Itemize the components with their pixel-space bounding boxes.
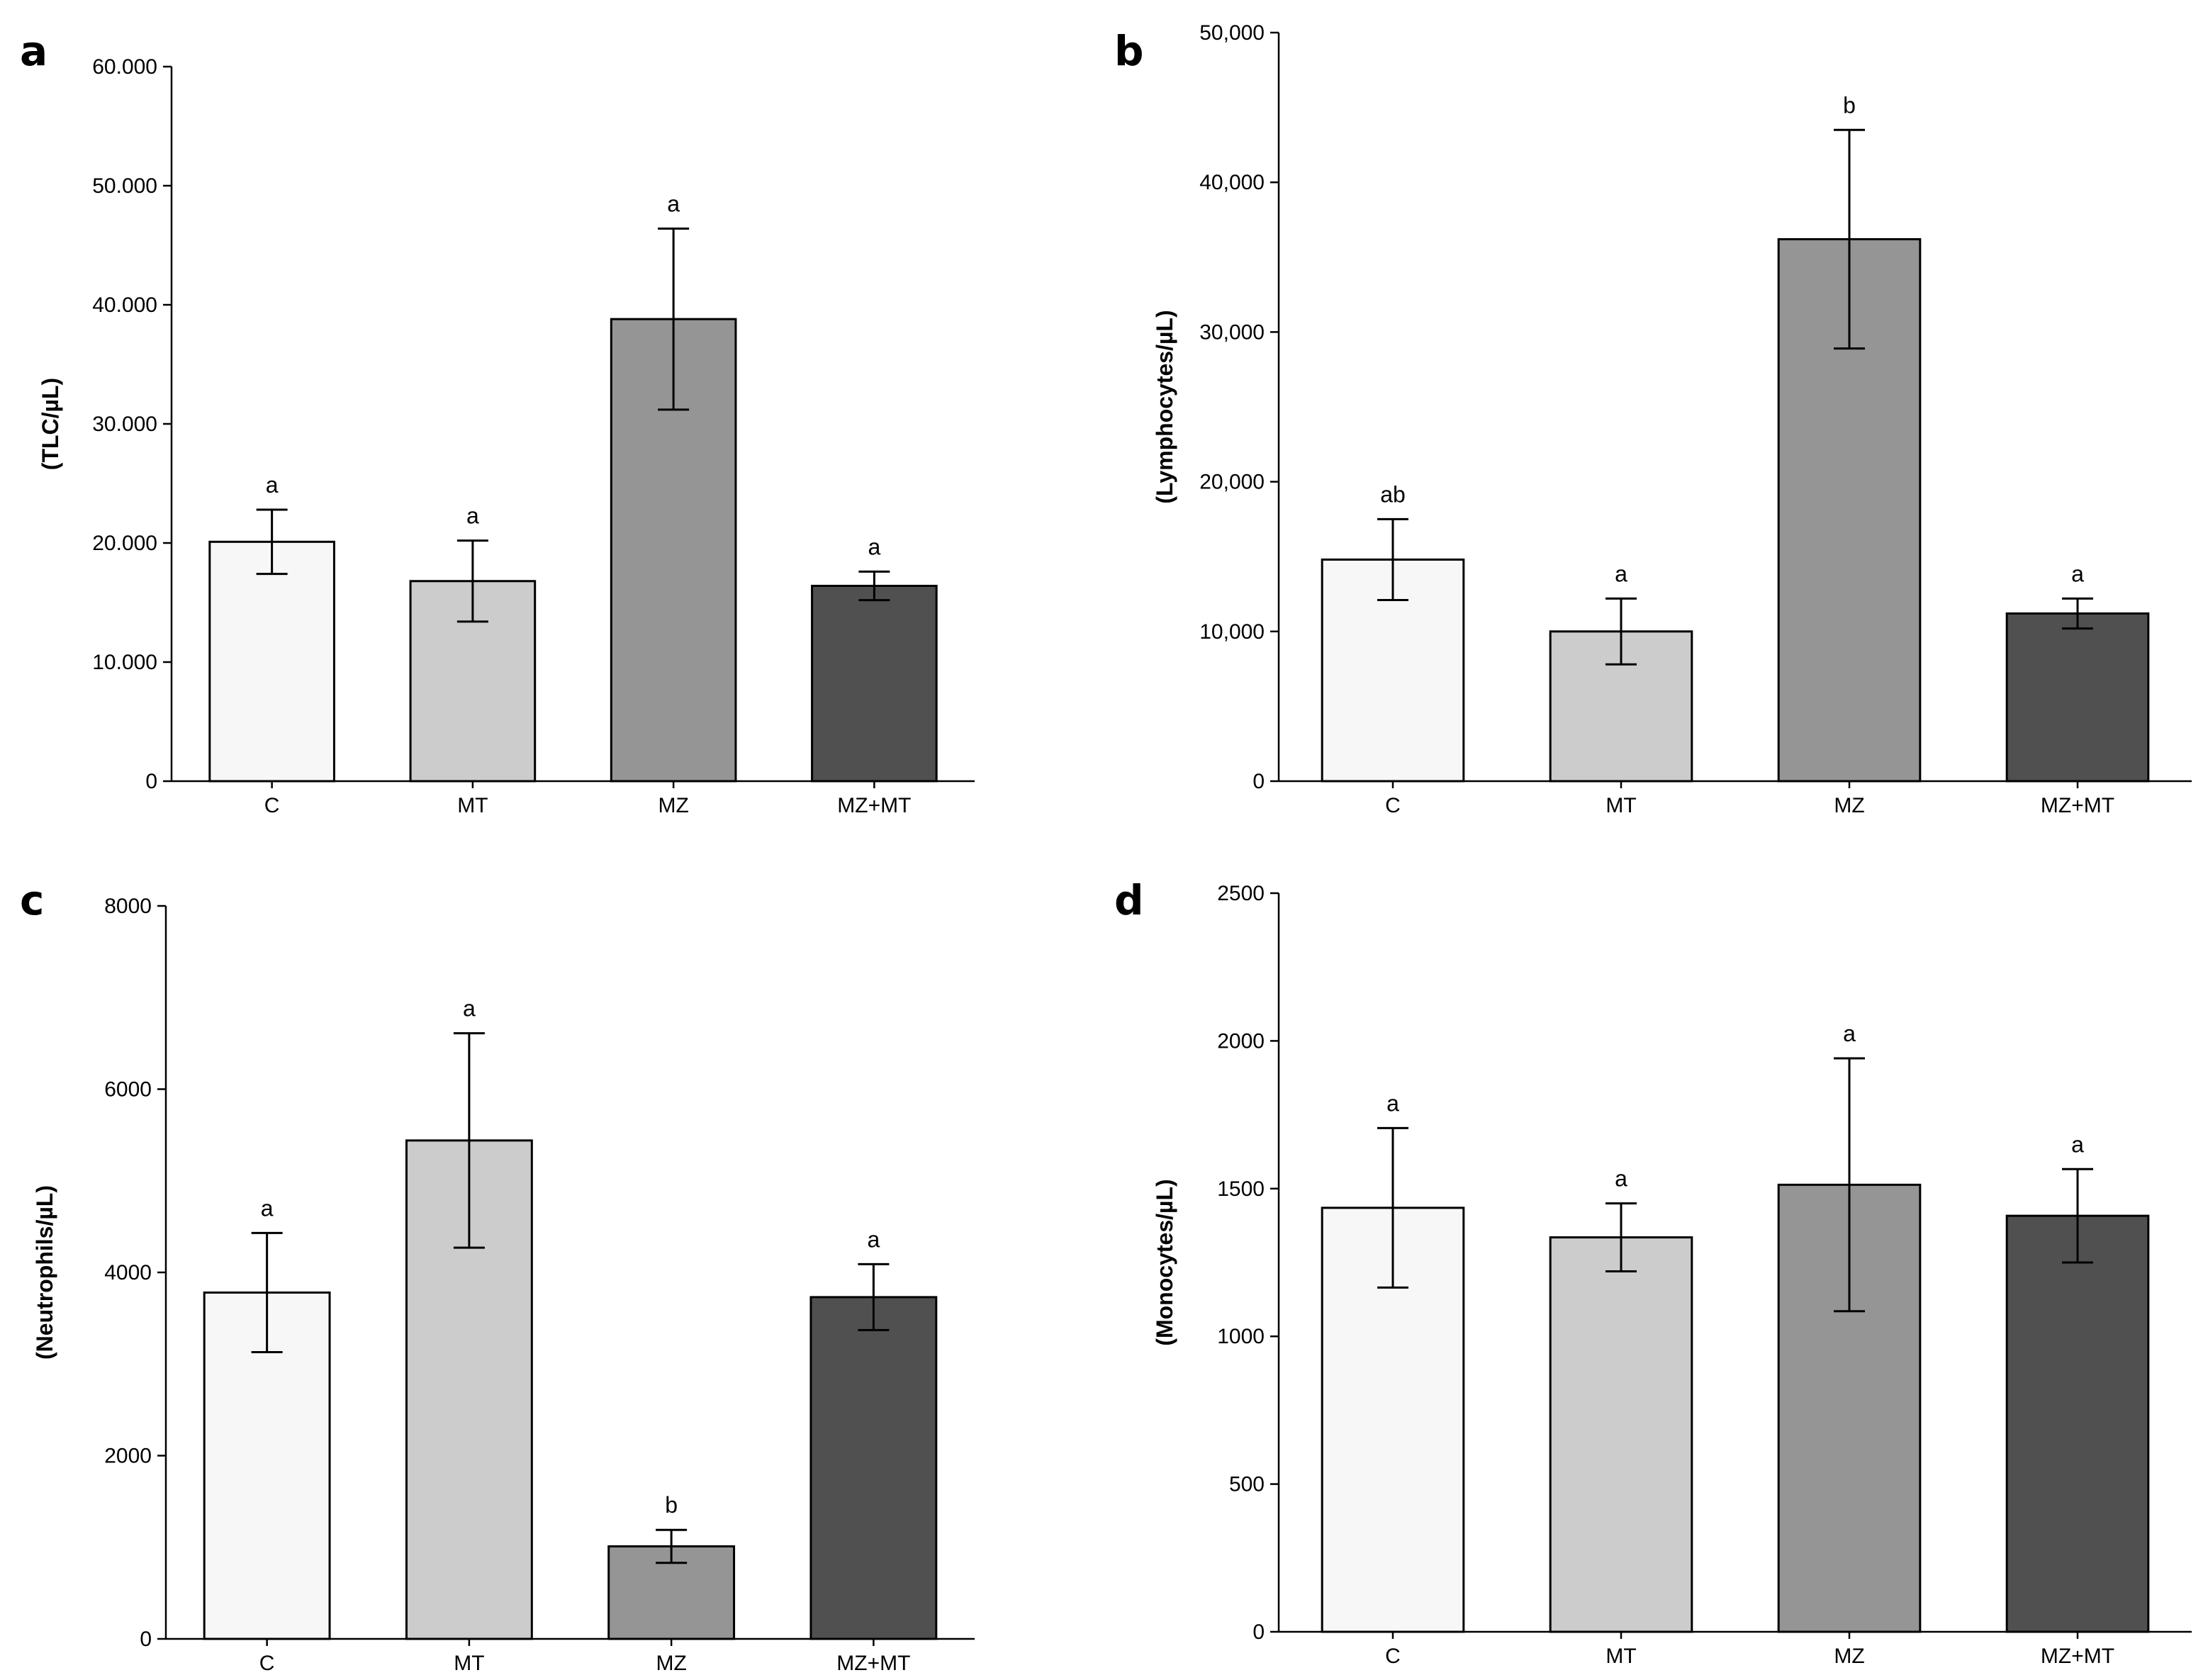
significance-label: a [2071, 1131, 2084, 1157]
significance-label: a [667, 191, 680, 216]
y-tick-label: 500 [1229, 1473, 1265, 1496]
x-tick-label: C [259, 1652, 275, 1675]
significance-label: a [2071, 561, 2084, 586]
bar-mz-plus-mt [811, 584, 938, 783]
y-axis-label: (Lymphocytes/µL) [1152, 310, 1177, 503]
x-tick-label: MZ+MT [2041, 794, 2114, 817]
panel-c: c 0 2000 4000 6000 8000 (Neutrophils/µL) a Ca MT b… [20, 876, 975, 1675]
y-tick-label: 0 [1252, 770, 1265, 793]
y-axis-label: (Monocytes/µL) [1152, 1179, 1177, 1345]
significance-label: a [261, 1195, 274, 1221]
significance-label: a [1386, 1090, 1399, 1116]
y-tick-label: 4000 [104, 1261, 152, 1284]
x-tick-label: MZ+MT [2041, 1645, 2114, 1668]
significance-label: a [867, 1226, 880, 1252]
y-tick-label: 2000 [104, 1445, 152, 1468]
y-tick-label: 2500 [1217, 882, 1265, 905]
x-tick-label: MT [1605, 1645, 1636, 1668]
bar-mz-plus-mt [2005, 1214, 2150, 1633]
y-tick-label: 10.000 [92, 651, 157, 674]
significance-label: a [1843, 1021, 1856, 1046]
y-tick-label: 0 [140, 1628, 152, 1651]
y-tick-label: 50,000 [1199, 21, 1265, 45]
bar-mz-plus-mt [809, 1296, 938, 1640]
panel-letter-b: b [1114, 27, 1144, 75]
y-tick-label: 20,000 [1199, 471, 1265, 494]
y-tick-label: 2000 [1217, 1029, 1265, 1053]
panel-b: b 0 10,000 20,000 30,000 40,000 50,000 (Lymphoc… [1114, 21, 2192, 817]
significance-label: a [1615, 1166, 1627, 1192]
x-tick-label: MT [457, 794, 488, 817]
x-tick-label: C [264, 794, 280, 817]
y-tick-label: 20.000 [92, 532, 157, 555]
x-tick-label: MZ+MT [837, 794, 911, 817]
bar-mt [1549, 1236, 1693, 1633]
x-tick-label: MT [1605, 794, 1636, 817]
x-tick-label: C [1385, 1645, 1401, 1668]
panel-d: d 0 500 1000 1500 2000 2500 (Monocytes/µL) a Ca MT… [1114, 876, 2192, 1668]
significance-label: a [1615, 561, 1627, 586]
panel-letter-c: c [20, 876, 44, 924]
y-tick-label: 40.000 [92, 293, 157, 317]
x-tick-label: MZ [658, 794, 688, 817]
x-tick-label: C [1385, 794, 1401, 817]
significance-label: a [463, 996, 476, 1021]
y-tick-label: 50.000 [92, 174, 157, 198]
y-tick-label: 30,000 [1199, 320, 1265, 344]
significance-label: ab [1380, 481, 1406, 507]
significance-label: b [665, 1492, 678, 1518]
y-tick-label: 1000 [1217, 1325, 1265, 1348]
y-tick-label: 30.000 [92, 413, 157, 436]
y-axis-label: (TLC/µL) [38, 378, 63, 470]
panel-letter-a: a [20, 27, 47, 75]
panel-a: a 0 10.000 20.000 30.000 40.000 50.000 60.000 (T… [20, 27, 975, 817]
y-tick-label: 6000 [104, 1078, 152, 1102]
x-tick-label: MZ [656, 1652, 686, 1675]
y-tick-label: 40,000 [1199, 171, 1265, 194]
significance-label: b [1843, 92, 1856, 118]
y-tick-label: 0 [1252, 1620, 1265, 1644]
bar-mz-plus-mt [2005, 612, 2150, 783]
x-tick-label: MZ+MT [836, 1652, 910, 1675]
y-tick-label: 0 [145, 770, 157, 793]
x-tick-label: MT [454, 1652, 484, 1675]
x-tick-label: MZ [1834, 794, 1864, 817]
y-tick-label: 10,000 [1199, 620, 1265, 644]
significance-label: a [466, 503, 479, 529]
y-tick-label: 60.000 [92, 55, 157, 79]
significance-label: a [266, 472, 279, 498]
y-axis-label: (Neutrophils/µL) [32, 1185, 57, 1360]
bar-c [208, 540, 335, 783]
significance-label: a [868, 534, 880, 559]
y-tick-label: 1500 [1217, 1177, 1265, 1201]
y-tick-label: 8000 [104, 895, 152, 918]
x-tick-label: MZ [1834, 1645, 1864, 1668]
panel-letter-d: d [1114, 876, 1144, 924]
